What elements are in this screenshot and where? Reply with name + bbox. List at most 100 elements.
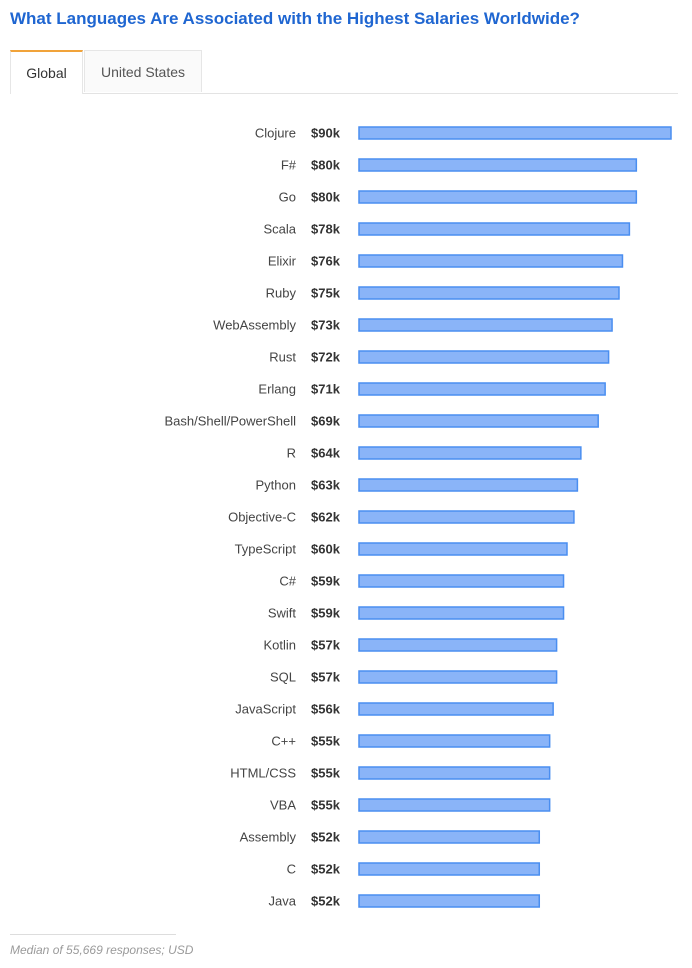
salary-bar [358, 126, 672, 140]
category-label: Python [256, 478, 296, 493]
bar-row: VBA $55k [270, 798, 551, 813]
bar-row: C $52k [287, 862, 541, 877]
category-label: Rust [269, 350, 296, 365]
salary-bar [358, 350, 610, 364]
category-label: VBA [270, 798, 296, 813]
category-label: Swift [268, 606, 297, 621]
salary-bar [358, 862, 541, 876]
salary-bar [358, 382, 606, 396]
value-label: $57k [311, 670, 341, 685]
salary-bar-chart: Clojure $90k F# $80k Go $80k Scala $78k Elixir $7… [164, 126, 672, 909]
category-label: HTML/CSS [230, 766, 296, 781]
bar-row: C# $59k [279, 574, 565, 589]
category-label: C# [279, 574, 296, 589]
salary-bar [358, 574, 565, 588]
bar-row: WebAssembly $73k [213, 318, 613, 333]
value-label: $55k [311, 766, 341, 781]
salary-bar [358, 158, 638, 172]
bar-row: F# $80k [281, 158, 638, 173]
bar-row: Ruby $75k [266, 286, 620, 301]
bar-row: Elixir $76k [268, 254, 624, 269]
bar-row: Swift $59k [268, 606, 565, 621]
value-label: $55k [311, 798, 341, 813]
salary-bar [358, 222, 631, 236]
category-label: Scala [263, 222, 296, 237]
category-label: SQL [270, 670, 296, 685]
salary-bar [358, 830, 541, 844]
category-label: WebAssembly [213, 318, 296, 333]
salary-bar [358, 702, 554, 716]
category-label: JavaScript [235, 702, 296, 717]
value-label: $63k [311, 478, 341, 493]
category-label: Bash/Shell/PowerShell [164, 414, 296, 429]
category-label: Objective-C [228, 510, 296, 525]
footnote: Median of 55,669 responses; USD [10, 943, 194, 957]
bar-row: Clojure $90k [255, 126, 672, 141]
category-label: Clojure [255, 126, 296, 141]
salary-bar [358, 670, 558, 684]
bar-row: C++ $55k [271, 734, 551, 749]
value-label: $60k [311, 542, 341, 557]
value-label: $80k [311, 158, 341, 173]
value-label: $59k [311, 606, 341, 621]
category-label: Erlang [258, 382, 296, 397]
value-label: $80k [311, 190, 341, 205]
category-label: Go [279, 190, 296, 205]
tab-global[interactable]: Global [10, 50, 83, 94]
salary-bar [358, 734, 551, 748]
salary-bar [358, 894, 541, 908]
bar-row: HTML/CSS $55k [230, 766, 551, 781]
bar-row: Java $52k [269, 894, 541, 909]
bar-row: Rust $72k [269, 350, 610, 365]
value-label: $55k [311, 734, 341, 749]
bar-row: Objective-C $62k [228, 510, 575, 525]
value-label: $62k [311, 510, 341, 525]
category-label: Ruby [266, 286, 297, 301]
salary-bar [358, 510, 575, 524]
value-label: $72k [311, 350, 341, 365]
category-label: Elixir [268, 254, 297, 269]
value-label: $76k [311, 254, 341, 269]
bar-row: Go $80k [279, 190, 638, 205]
salary-bar [358, 606, 565, 620]
category-label: TypeScript [235, 542, 297, 557]
value-label: $64k [311, 446, 341, 461]
value-label: $69k [311, 414, 341, 429]
category-label: Java [269, 894, 297, 909]
salary-bar [358, 286, 620, 300]
value-label: $52k [311, 830, 341, 845]
value-label: $56k [311, 702, 341, 717]
value-label: $57k [311, 638, 341, 653]
category-label: Assembly [240, 830, 297, 845]
salary-bar [358, 414, 599, 428]
value-label: $73k [311, 318, 341, 333]
category-label: F# [281, 158, 297, 173]
bar-row: JavaScript $56k [235, 702, 554, 717]
value-label: $90k [311, 126, 341, 141]
bar-row: Kotlin $57k [263, 638, 558, 653]
value-label: $52k [311, 894, 341, 909]
category-label: C [287, 862, 296, 877]
tab-bar: Global United States [10, 50, 678, 94]
bar-row: Erlang $71k [258, 382, 606, 397]
tab-united-states[interactable]: United States [84, 50, 202, 92]
footer-divider [10, 934, 176, 935]
bar-row: Bash/Shell/PowerShell $69k [164, 414, 599, 429]
value-label: $52k [311, 862, 341, 877]
salary-bar [358, 798, 551, 812]
bar-row: Python $63k [256, 478, 579, 493]
bar-row: TypeScript $60k [235, 542, 568, 557]
salary-bar [358, 254, 624, 268]
salary-bar [358, 638, 558, 652]
category-label: Kotlin [263, 638, 296, 653]
page-title: What Languages Are Associated with the H… [10, 9, 580, 28]
category-label: R [287, 446, 296, 461]
value-label: $71k [311, 382, 341, 397]
salary-bar [358, 318, 613, 332]
bar-row: R $64k [287, 446, 582, 461]
value-label: $59k [311, 574, 341, 589]
salary-bar [358, 766, 551, 780]
value-label: $78k [311, 222, 341, 237]
value-label: $75k [311, 286, 341, 301]
salary-bar [358, 446, 582, 460]
